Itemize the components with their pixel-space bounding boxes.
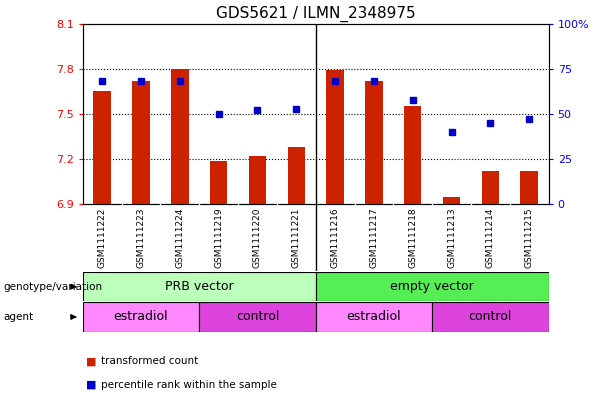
Text: control: control [469, 310, 512, 323]
Bar [199, 302, 316, 332]
Bar [520, 171, 538, 204]
Text: GSM1111220: GSM1111220 [253, 208, 262, 268]
Bar [132, 81, 150, 204]
Text: percentile rank within the sample: percentile rank within the sample [101, 380, 277, 390]
Text: ■: ■ [86, 356, 96, 366]
Text: GSM1111223: GSM1111223 [137, 208, 145, 268]
Text: GSM1111213: GSM1111213 [447, 208, 456, 268]
Bar [249, 156, 266, 204]
Text: GSM1111224: GSM1111224 [175, 208, 185, 268]
Bar [443, 197, 460, 204]
Text: GSM1111219: GSM1111219 [214, 208, 223, 268]
Bar [482, 171, 499, 204]
Bar [432, 302, 549, 332]
Bar [210, 161, 227, 204]
Bar [83, 272, 316, 301]
Bar [171, 69, 189, 204]
Text: PRB vector: PRB vector [165, 280, 234, 293]
Title: GDS5621 / ILMN_2348975: GDS5621 / ILMN_2348975 [216, 6, 416, 22]
Text: GSM1111221: GSM1111221 [292, 208, 301, 268]
Bar [404, 107, 422, 204]
Text: GSM1111215: GSM1111215 [525, 208, 534, 268]
Text: GSM1111222: GSM1111222 [97, 208, 107, 268]
Text: GSM1111218: GSM1111218 [408, 208, 417, 268]
Text: control: control [236, 310, 279, 323]
Bar [93, 91, 111, 204]
Bar [316, 272, 549, 301]
Text: GSM1111217: GSM1111217 [370, 208, 378, 268]
Text: empty vector: empty vector [390, 280, 474, 293]
Text: genotype/variation: genotype/variation [3, 282, 102, 292]
Text: estradiol: estradiol [113, 310, 169, 323]
Bar [365, 81, 383, 204]
Bar [83, 302, 199, 332]
Bar [316, 302, 432, 332]
Text: GSM1111216: GSM1111216 [330, 208, 340, 268]
Bar [287, 147, 305, 204]
Text: agent: agent [3, 312, 33, 322]
Text: transformed count: transformed count [101, 356, 199, 366]
Text: GSM1111214: GSM1111214 [486, 208, 495, 268]
Text: ■: ■ [86, 380, 96, 390]
Text: estradiol: estradiol [346, 310, 402, 323]
Bar [326, 70, 344, 204]
